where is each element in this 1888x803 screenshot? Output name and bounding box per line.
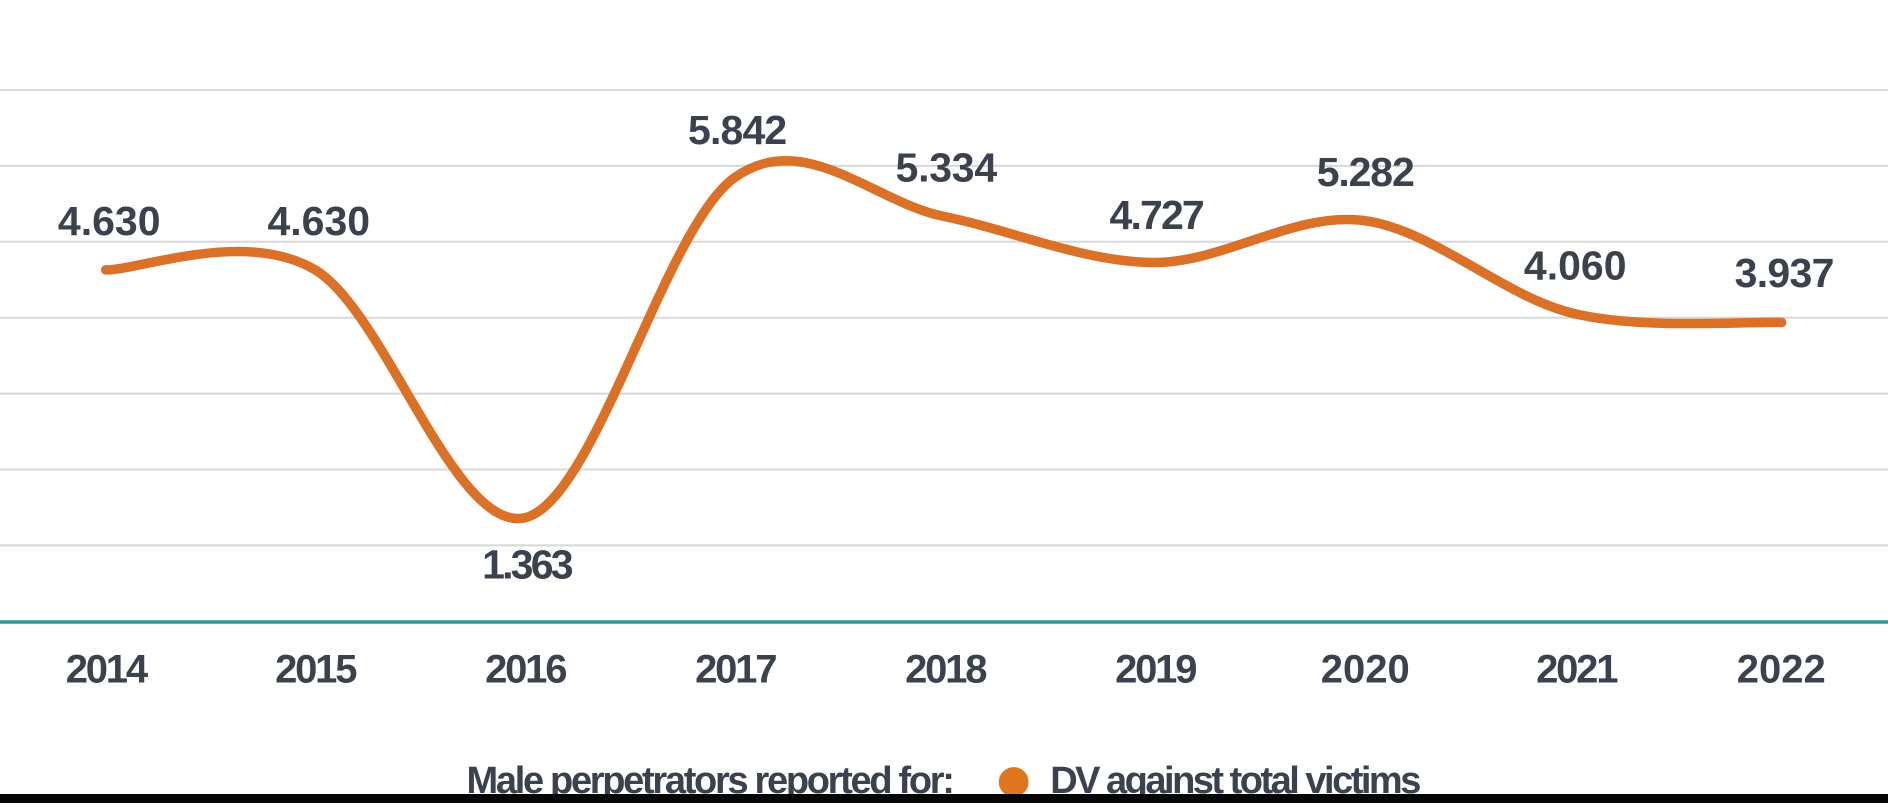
svg-text:1.363: 1.363 [482,542,573,588]
svg-text:2014: 2014 [66,647,149,691]
svg-text:2019: 2019 [1115,647,1196,691]
svg-text:4.060: 4.060 [1524,243,1627,289]
svg-text:2015: 2015 [275,647,357,691]
svg-text:2020: 2020 [1321,647,1410,691]
svg-text:5.842: 5.842 [688,107,786,153]
svg-text:2022: 2022 [1737,647,1826,691]
svg-text:2017: 2017 [695,647,776,691]
svg-text:2021: 2021 [1536,647,1618,691]
svg-text:5.334: 5.334 [896,145,998,191]
svg-text:4.727: 4.727 [1110,192,1203,238]
svg-text:2016: 2016 [485,647,566,691]
svg-text:4.630: 4.630 [58,198,161,244]
svg-text:4.630: 4.630 [267,198,370,244]
svg-text:5.282: 5.282 [1317,149,1414,195]
svg-text:3.937: 3.937 [1735,250,1834,296]
svg-text:2018: 2018 [905,647,987,691]
